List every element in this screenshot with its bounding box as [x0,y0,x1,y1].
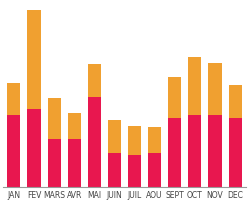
Bar [27,109,41,187]
Bar [7,84,20,116]
Bar [48,99,61,139]
Bar [88,97,101,187]
Bar [168,78,181,118]
Bar [148,153,161,187]
Bar [188,116,201,187]
Bar [7,116,20,187]
Bar [128,155,141,187]
Bar [27,11,41,109]
Bar [229,86,242,118]
Bar [188,58,201,116]
Bar [88,65,101,97]
Bar [148,127,161,153]
Bar [68,114,81,139]
Bar [229,118,242,187]
Bar [68,139,81,187]
Bar [48,139,61,187]
Bar [168,118,181,187]
Bar [108,153,121,187]
Bar [108,121,121,153]
Bar [208,64,222,116]
Bar [208,116,222,187]
Bar [128,126,141,155]
